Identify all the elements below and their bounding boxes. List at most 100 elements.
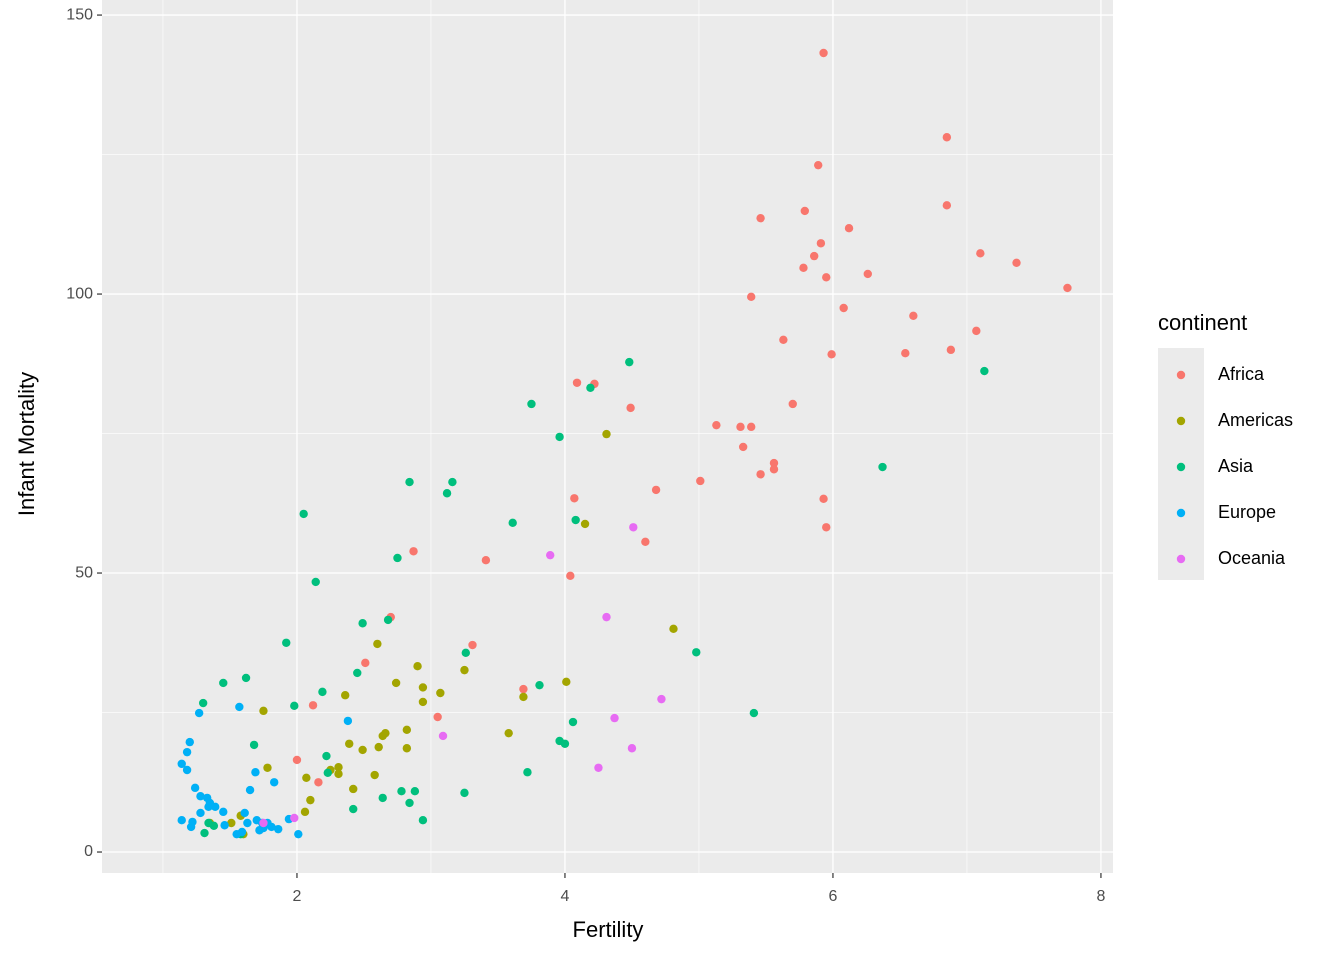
point (580, 519, 590, 529)
point (504, 728, 513, 738)
point (378, 793, 387, 803)
point (413, 662, 422, 671)
point (358, 745, 367, 755)
point (374, 742, 383, 752)
legend-label: Europe (1218, 502, 1276, 522)
point (349, 784, 358, 794)
point (299, 509, 308, 519)
legend-label: Africa (1218, 364, 1265, 384)
point (282, 638, 291, 647)
point (555, 432, 564, 442)
legend-key (1176, 508, 1186, 518)
point (393, 553, 402, 563)
point (274, 824, 283, 834)
point (391, 678, 401, 688)
point (799, 263, 808, 273)
y-axis-title: Infant Mortality (14, 372, 39, 516)
point (788, 399, 797, 409)
point (409, 547, 418, 556)
point (819, 494, 828, 504)
point (373, 639, 382, 649)
point (814, 160, 823, 170)
point (345, 739, 354, 748)
x-axis-title: Fertility (573, 917, 644, 942)
point (211, 802, 220, 812)
point (314, 778, 323, 787)
point (901, 348, 910, 358)
point (322, 751, 331, 761)
point (692, 648, 701, 657)
point (200, 828, 209, 838)
point (397, 787, 406, 796)
point (460, 665, 469, 675)
point (519, 684, 528, 694)
point (433, 712, 442, 722)
point (259, 706, 268, 716)
point (980, 366, 989, 376)
x-tick-label: 8 (1096, 888, 1105, 905)
point (290, 701, 299, 711)
y-tick-label: 150 (66, 6, 93, 23)
point (468, 640, 477, 650)
point (625, 357, 634, 367)
point (769, 458, 779, 468)
point (602, 429, 611, 439)
grid (102, 0, 1113, 873)
point (438, 731, 448, 741)
point (334, 769, 343, 779)
point (779, 335, 788, 345)
point (358, 619, 367, 628)
point (942, 133, 952, 142)
point (610, 713, 619, 723)
point (410, 787, 420, 796)
point (560, 739, 570, 748)
point (448, 477, 457, 487)
point (669, 624, 678, 634)
axes: 2 4 6 8 0 50 100 150 (66, 6, 1105, 905)
point (251, 768, 260, 777)
point (819, 48, 828, 58)
point (182, 765, 192, 775)
point (219, 807, 228, 817)
legend-key (1176, 370, 1186, 380)
point (294, 829, 303, 839)
point (245, 785, 255, 795)
point (946, 345, 956, 355)
point (300, 807, 310, 817)
point (259, 818, 268, 828)
point (405, 798, 414, 808)
point (243, 818, 252, 828)
point (292, 755, 302, 765)
point (519, 692, 528, 702)
point (209, 821, 219, 830)
point (769, 465, 779, 474)
point (809, 251, 819, 261)
point (562, 677, 571, 687)
point (190, 783, 200, 793)
point (249, 740, 259, 750)
point (909, 311, 918, 321)
point (323, 768, 332, 777)
x-tick-label: 6 (828, 888, 837, 905)
point (976, 249, 985, 258)
point (263, 763, 272, 772)
point (177, 759, 186, 769)
point (240, 808, 249, 818)
point (306, 795, 315, 805)
point (572, 378, 582, 387)
point (657, 694, 666, 704)
point (198, 698, 208, 708)
point (290, 813, 299, 823)
point (442, 489, 452, 498)
point (736, 422, 745, 432)
point (602, 612, 611, 622)
point (220, 821, 229, 830)
point (747, 422, 756, 432)
point (839, 303, 848, 313)
legend-key (1176, 554, 1186, 564)
legend-label: Asia (1218, 456, 1254, 476)
point (508, 518, 517, 528)
point (232, 829, 241, 839)
point (738, 442, 748, 452)
